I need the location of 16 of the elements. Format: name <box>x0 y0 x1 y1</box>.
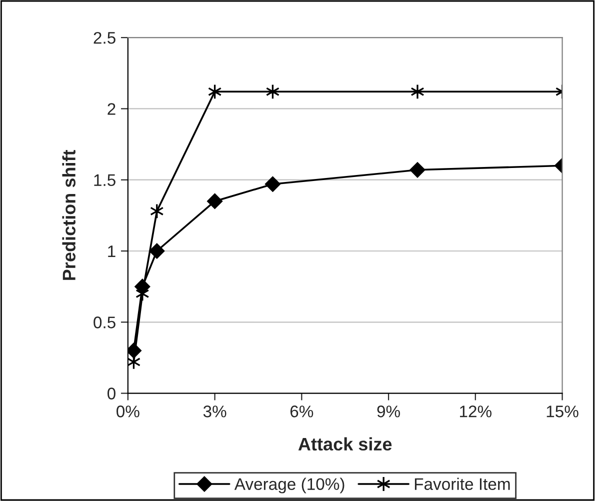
y-tick-label: 0.5 <box>94 316 116 328</box>
x-tick-label: 9% <box>377 406 400 418</box>
y-tick-label: 2.5 <box>94 32 116 44</box>
y-tick-label: 1.5 <box>94 174 116 186</box>
legend-label: Favorite Item <box>414 478 510 490</box>
x-axis-title: Attack size <box>298 437 392 451</box>
x-tick-label: 0% <box>116 406 140 418</box>
y-axis-title: Prediction shift <box>62 150 76 280</box>
y-tick-label: 0 <box>108 388 116 400</box>
y-tick-label: 1 <box>108 246 116 258</box>
x-tick-label: 6% <box>290 406 314 418</box>
x-tick-label: 12% <box>460 406 492 418</box>
legend-label: Average (10%) <box>234 478 344 494</box>
y-tick-label: 2 <box>108 103 116 115</box>
x-tick-label: 15% <box>546 406 578 418</box>
x-tick-label: 3% <box>203 406 226 418</box>
